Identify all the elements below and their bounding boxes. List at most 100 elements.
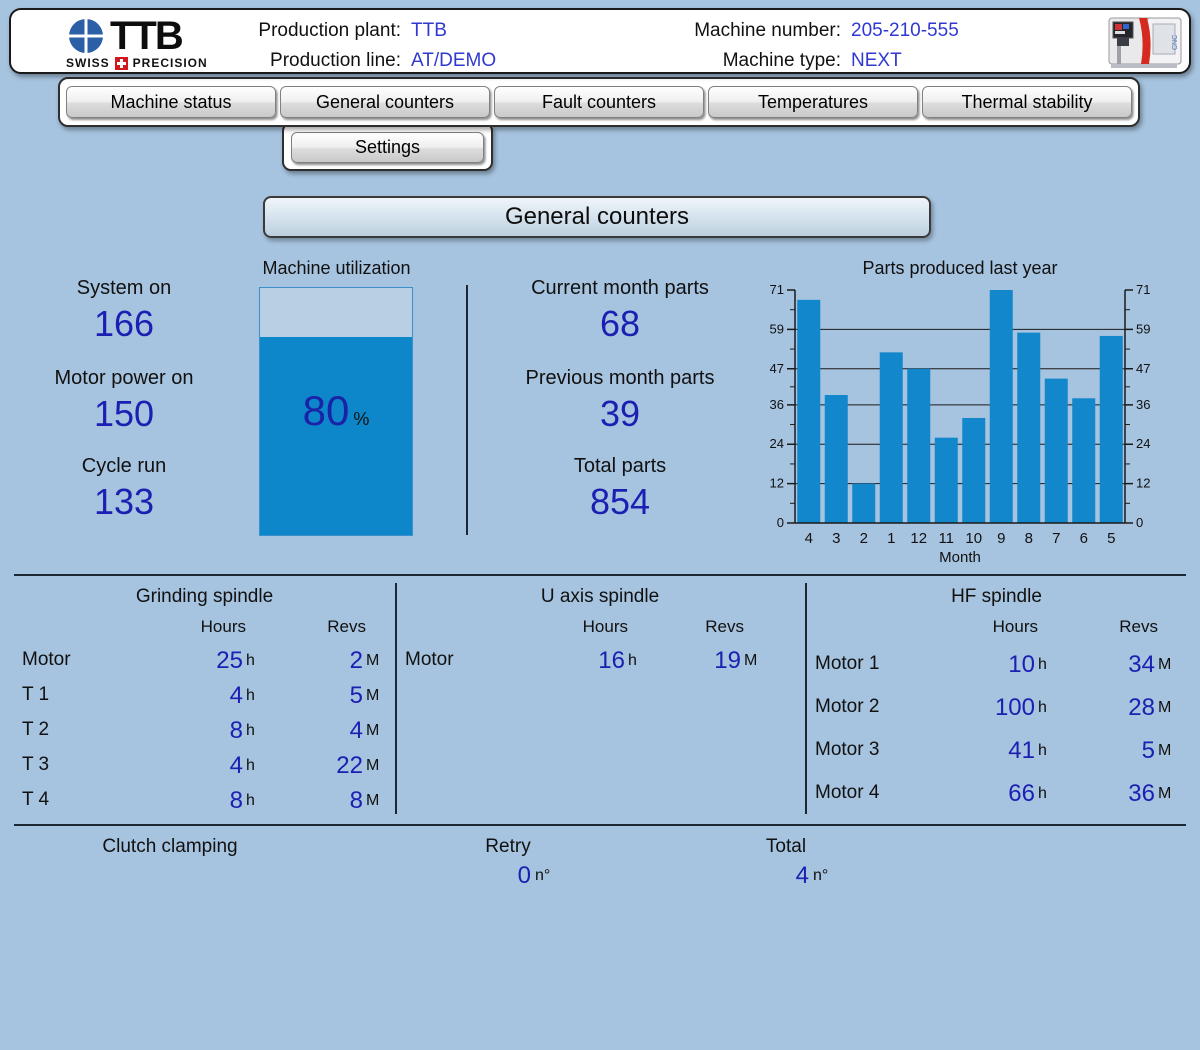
hours-unit: h <box>246 756 255 774</box>
x-tick-label: 1 <box>887 530 895 547</box>
gauge-percent-number: 80 <box>302 386 350 434</box>
revs-value: 28 <box>1128 693 1155 721</box>
hours-cell: 41 h <box>917 728 1052 771</box>
stat-label: Current month parts <box>531 277 709 299</box>
y-tick-label-left: 36 <box>770 397 784 412</box>
stat-label: Cycle run <box>81 455 167 477</box>
tab-machine-status[interactable]: Machine status <box>66 86 276 118</box>
x-tick-label: 11 <box>938 530 954 547</box>
bar <box>852 483 876 523</box>
u-axis-spindle-section: U axis spindle Hours Revs Motor 16 h 19 M <box>397 582 803 677</box>
x-tick-label: 9 <box>997 530 1005 547</box>
stat-value: 39 <box>599 393 641 434</box>
hours-unit: h <box>246 791 255 809</box>
hours-column-header: Hours <box>992 617 1038 636</box>
section-divider-2 <box>805 583 807 814</box>
revs-cell: 19 M <box>642 642 758 677</box>
revs-value: 22 <box>336 751 363 779</box>
y-tick-label-right: 24 <box>1136 436 1150 451</box>
top-rule <box>14 574 1186 576</box>
spindle-table: Hours Revs Motor 16 h 19 M <box>397 612 803 677</box>
hours-value: 16 <box>598 646 625 674</box>
bar <box>824 395 848 523</box>
spindle-row-label: Motor 4 <box>815 781 880 803</box>
revs-value: 5 <box>349 681 363 709</box>
hours-column-header: Hours <box>200 617 246 636</box>
x-tick-label: 2 <box>860 530 868 547</box>
logo-tagline-right: PRECISION <box>132 56 208 70</box>
hours-unit: h <box>246 686 255 704</box>
hours-unit: h <box>1038 698 1047 716</box>
stat-value: 854 <box>589 481 651 522</box>
spindle-row-label: T 3 <box>22 753 50 775</box>
y-tick-label-right: 47 <box>1136 361 1150 376</box>
revs-column-header: Revs <box>705 617 744 636</box>
spindle-header-spacer <box>807 612 917 642</box>
bar <box>907 368 931 523</box>
tab-general-counters[interactable]: General counters <box>280 86 490 118</box>
total-number: 4 <box>795 862 810 889</box>
bar <box>797 299 821 523</box>
tab-temperatures[interactable]: Temperatures <box>708 86 918 118</box>
x-tick-label: 10 <box>965 530 982 547</box>
revs-cell: 34 M <box>1052 642 1172 685</box>
spindle-row-label: Motor <box>405 648 454 670</box>
x-tick-label: 6 <box>1080 530 1088 547</box>
stat-label: Previous month parts <box>525 367 715 389</box>
hours-column-header: Hours <box>582 617 628 636</box>
total-unit: n° <box>813 867 829 884</box>
hours-unit: h <box>246 651 255 669</box>
hours-value: 25 <box>216 646 243 674</box>
gauge-percent: 80 % <box>260 387 412 435</box>
y-tick-label-left: 47 <box>770 361 784 376</box>
retry-number: 0 <box>517 862 532 889</box>
revs-unit: M <box>1158 698 1172 716</box>
stat-cycle-run: Cycle run 133 <box>14 454 234 524</box>
machine-type-label: Machine type: <box>722 50 841 71</box>
settings-button[interactable]: Settings <box>291 132 484 163</box>
globe-icon <box>68 18 104 54</box>
revs-unit: M <box>366 721 380 739</box>
y-tick-label-left: 59 <box>770 321 784 336</box>
y-tick-label-right: 12 <box>1136 476 1150 491</box>
hours-unit: h <box>1038 655 1047 673</box>
hours-value: 8 <box>229 716 243 744</box>
svg-text:CNC: CNC <box>1172 35 1179 50</box>
logo-tagline: SWISS PRECISION <box>66 56 236 70</box>
revs-unit: M <box>1158 784 1172 802</box>
revs-value: 36 <box>1128 779 1155 807</box>
revs-unit: M <box>366 791 380 809</box>
stat-total-parts: Total parts 854 <box>470 454 770 524</box>
y-tick-label-right: 36 <box>1136 397 1150 412</box>
revs-value: 8 <box>349 786 363 814</box>
machine-number-label: Machine number: <box>694 20 841 41</box>
hours-unit: h <box>1038 741 1047 759</box>
tab-thermal-stability[interactable]: Thermal stability <box>922 86 1132 118</box>
spindle-row-label: Motor 3 <box>815 738 880 760</box>
spindle-row-label: T 2 <box>22 718 50 740</box>
x-tick-label: 12 <box>910 530 927 547</box>
revs-unit: M <box>366 686 380 704</box>
stat-label: System on <box>76 277 172 299</box>
bar <box>1072 398 1096 523</box>
stat-current-month-parts: Current month parts 68 <box>470 276 770 346</box>
swiss-flag-icon <box>114 56 128 70</box>
spindle-header-spacer <box>397 612 507 642</box>
bar <box>879 352 903 523</box>
total-value: 4 n° <box>712 862 912 890</box>
bar <box>1044 378 1068 523</box>
ttb-logo: TTB SWISS PRECISION <box>66 16 236 70</box>
tab-fault-counters[interactable]: Fault counters <box>494 86 704 118</box>
revs-cell: 22 M <box>260 747 380 782</box>
bottom-rule <box>14 824 1186 826</box>
revs-cell: 28 M <box>1052 685 1172 728</box>
y-tick-label-right: 0 <box>1136 515 1143 530</box>
parts-produced-chart: Parts produced last year 0 0 12 12 24 24 36 36 47… <box>770 256 1170 576</box>
revs-column-header: Revs <box>327 617 366 636</box>
tab-bar: Machine status General counters Fault co… <box>58 77 1140 127</box>
logo-brand-text: TTB <box>110 14 184 58</box>
